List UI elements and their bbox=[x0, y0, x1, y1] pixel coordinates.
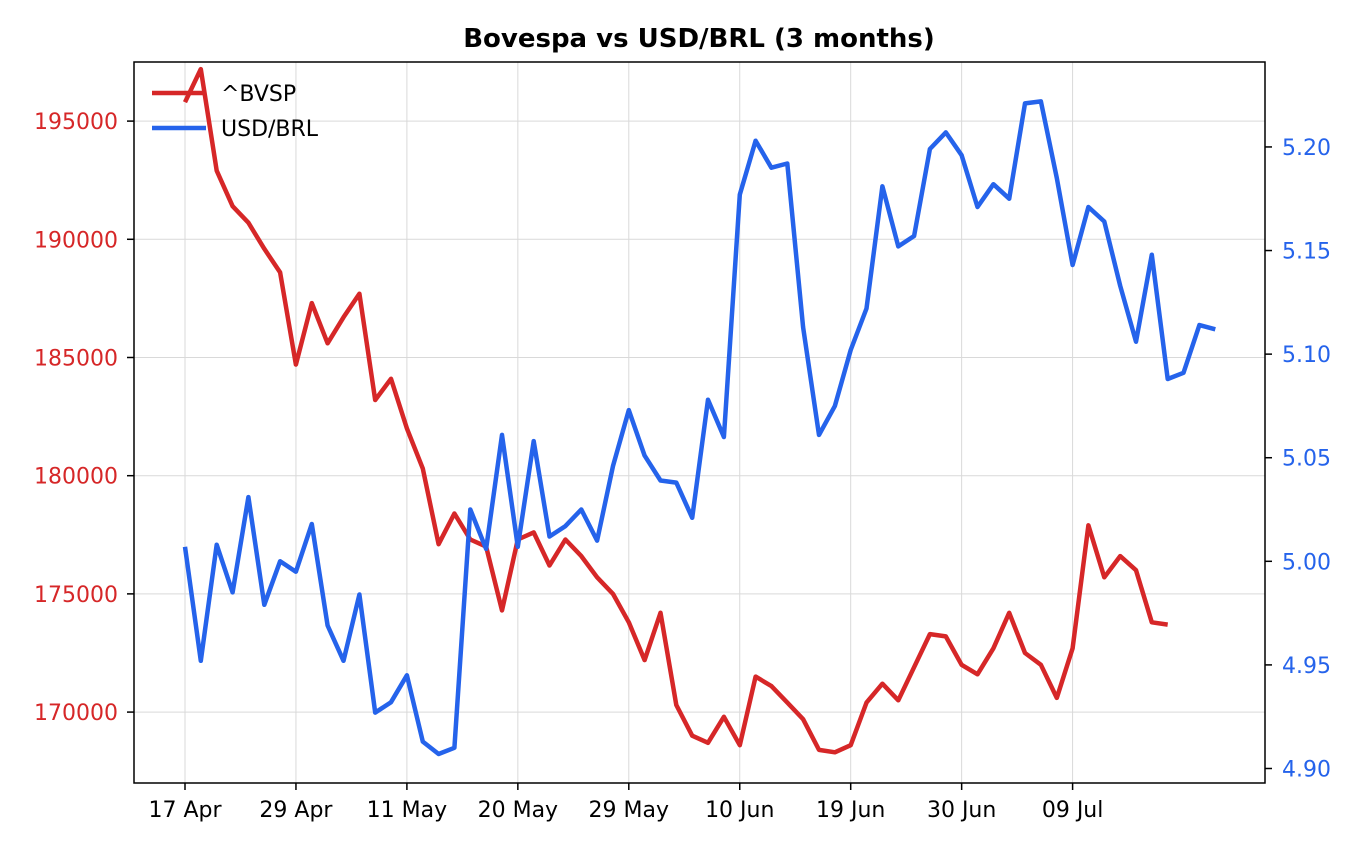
right-axis-ticks: 4.90 4.95 5.00 5.05 5.10 5.15 5.20 bbox=[1265, 136, 1331, 782]
x-tick-label: 09 Jul bbox=[1042, 798, 1104, 823]
right-tick-label: 5.10 bbox=[1282, 343, 1331, 368]
series-lines bbox=[182, 66, 1216, 757]
plot-frame bbox=[133, 61, 1266, 784]
x-tick-label: 29 Apr bbox=[259, 798, 333, 823]
right-tick-label: 5.15 bbox=[1282, 240, 1331, 265]
left-tick-label: 195000 bbox=[34, 110, 118, 135]
x-tick-label: 20 May bbox=[478, 798, 558, 823]
left-tick-label: 175000 bbox=[34, 583, 118, 608]
chart-title: Bovespa vs USD/BRL (3 months) bbox=[463, 24, 935, 54]
legend: ^BVSP USD/BRL bbox=[152, 82, 319, 142]
right-tick-label: 4.95 bbox=[1282, 654, 1331, 679]
left-tick-label: 170000 bbox=[34, 701, 118, 726]
legend-label: USD/BRL bbox=[221, 117, 319, 142]
gridlines bbox=[134, 62, 1265, 783]
right-tick-label: 4.90 bbox=[1282, 757, 1331, 782]
left-tick-label: 190000 bbox=[34, 228, 118, 253]
legend-label: ^BVSP bbox=[221, 82, 296, 107]
right-tick-label: 5.05 bbox=[1282, 447, 1331, 472]
x-tick-label: 10 Jun bbox=[705, 798, 774, 823]
x-tick-label: 29 May bbox=[589, 798, 669, 823]
left-tick-label: 185000 bbox=[34, 346, 118, 371]
x-tick-label: 17 Apr bbox=[148, 798, 222, 823]
left-tick-label: 180000 bbox=[34, 465, 118, 490]
left-axis-ticks: 170000 175000 180000 185000 190000 195000 bbox=[34, 110, 134, 726]
series-line-usd-brl bbox=[182, 99, 1216, 757]
x-tick-label: 11 May bbox=[367, 798, 447, 823]
x-tick-label: 30 Jun bbox=[927, 798, 996, 823]
right-tick-label: 5.00 bbox=[1282, 550, 1331, 575]
x-tick-label: 19 Jun bbox=[816, 798, 885, 823]
x-axis-ticks: 17 Apr 29 Apr 11 May 20 May 29 May 10 Jun 19 J… bbox=[148, 783, 1103, 823]
right-tick-label: 5.20 bbox=[1282, 136, 1331, 161]
series-line-bvsp bbox=[182, 66, 1169, 755]
